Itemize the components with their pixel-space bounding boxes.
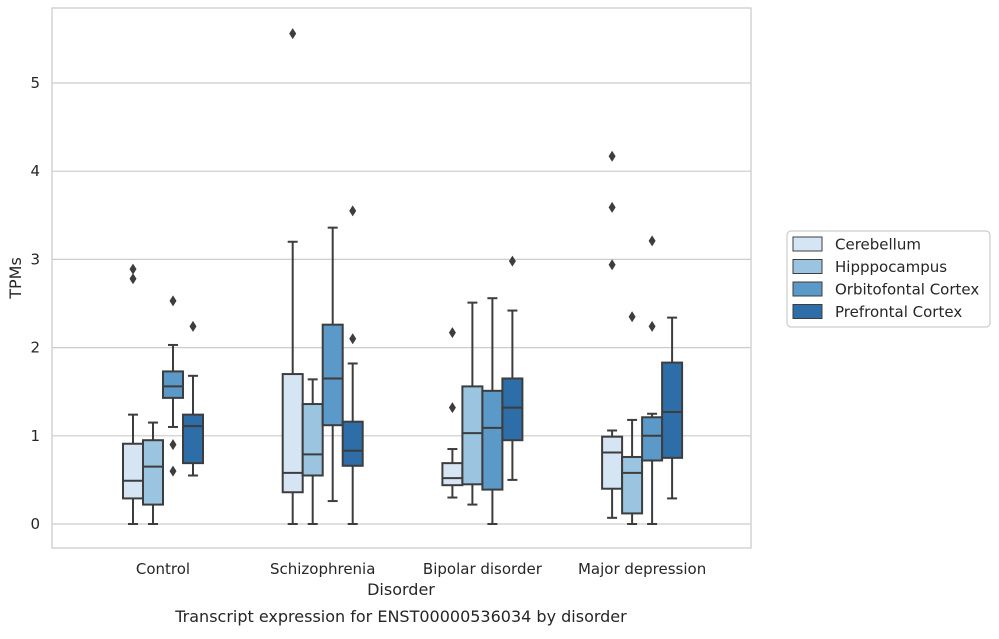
- y-axis-label: TPMs: [6, 257, 25, 300]
- box-iqr: [601, 435, 624, 490]
- outlier-point: [349, 205, 357, 217]
- x-tick-label: Bipolar disorder: [423, 560, 543, 578]
- box-0-2: [441, 327, 464, 499]
- box-3-0: [182, 320, 204, 477]
- box-iqr: [122, 442, 144, 500]
- legend: Cerebellum Hipppocampus Orbitofontal Corte…: [786, 230, 991, 328]
- outlier-point: [628, 311, 636, 323]
- x-tick-label: Major depression: [578, 560, 706, 578]
- box-iqr: [481, 389, 504, 491]
- outlier-point: [169, 295, 177, 307]
- y-tick-label: 4: [30, 162, 40, 180]
- box-iqr: [182, 413, 204, 465]
- x-tick-label: Schizophrenia: [270, 560, 375, 578]
- outlier-point: [648, 320, 656, 332]
- outlier-point: [289, 28, 297, 40]
- outlier-point: [608, 150, 616, 162]
- box-iqr: [501, 377, 524, 442]
- box-iqr: [461, 385, 484, 486]
- box-3-3: [661, 316, 684, 500]
- y-tick-labels: 0 1 2 3 4 5: [30, 74, 40, 533]
- figure-caption: Transcript expression for ENST0000053603…: [174, 607, 627, 626]
- box-iqr: [281, 373, 304, 494]
- legend-label: Orbitofontal Cortex: [835, 281, 979, 299]
- box-1-3: [621, 311, 644, 525]
- grid-lines: [52, 82, 751, 525]
- legend-label: Prefrontal Cortex: [835, 303, 962, 321]
- box-iqr: [162, 370, 184, 399]
- legend-swatch: [792, 259, 823, 274]
- box-3-2: [501, 255, 524, 481]
- box-iqr: [321, 323, 344, 427]
- outlier-point: [608, 259, 616, 271]
- x-tick-labels: Control Schizophrenia Bipolar disorder Majo…: [136, 560, 706, 578]
- x-axis-label: Disorder: [367, 580, 435, 599]
- box-0-0: [122, 263, 144, 525]
- box-0-1: [281, 28, 304, 525]
- outlier-point: [648, 235, 656, 247]
- box-iqr: [621, 455, 644, 515]
- outlier-point: [189, 320, 197, 332]
- box-2-0: [162, 295, 184, 477]
- y-tick-label: 3: [30, 250, 40, 268]
- y-tick-label: 1: [30, 427, 40, 445]
- legend-frame: [786, 230, 991, 328]
- outlier-point: [169, 439, 177, 451]
- outlier-point: [169, 465, 177, 477]
- plot-frame: [51, 7, 752, 549]
- legend-swatch: [792, 281, 823, 297]
- box-iqr: [661, 361, 684, 459]
- y-tick-label: 2: [30, 339, 40, 357]
- outlier-point: [608, 201, 616, 213]
- y-tick-label: 0: [30, 515, 40, 533]
- outlier-point: [508, 255, 516, 267]
- legend-label: Cerebellum: [835, 236, 921, 254]
- legend-label: Hipppocampus: [835, 258, 947, 276]
- outlier-point: [349, 333, 357, 345]
- box-groups: [122, 28, 684, 525]
- outlier-point: [129, 273, 137, 285]
- outlier-point: [129, 263, 137, 275]
- box-iqr: [441, 462, 464, 487]
- box-2-2: [481, 297, 504, 525]
- box-1-2: [461, 301, 484, 506]
- legend-swatch: [792, 304, 823, 319]
- box-iqr: [641, 416, 664, 462]
- box-iqr: [341, 420, 364, 467]
- box-1-0: [142, 421, 164, 525]
- legend-swatch: [792, 236, 823, 252]
- outlier-point: [448, 327, 456, 339]
- box-iqr: [142, 439, 164, 506]
- x-tick-label: Control: [136, 560, 190, 578]
- y-tick-label: 5: [30, 74, 40, 92]
- box-2-1: [321, 226, 344, 503]
- outlier-point: [448, 402, 456, 414]
- box-1-1: [301, 378, 324, 525]
- box-iqr: [301, 403, 324, 477]
- box-3-1: [341, 205, 364, 525]
